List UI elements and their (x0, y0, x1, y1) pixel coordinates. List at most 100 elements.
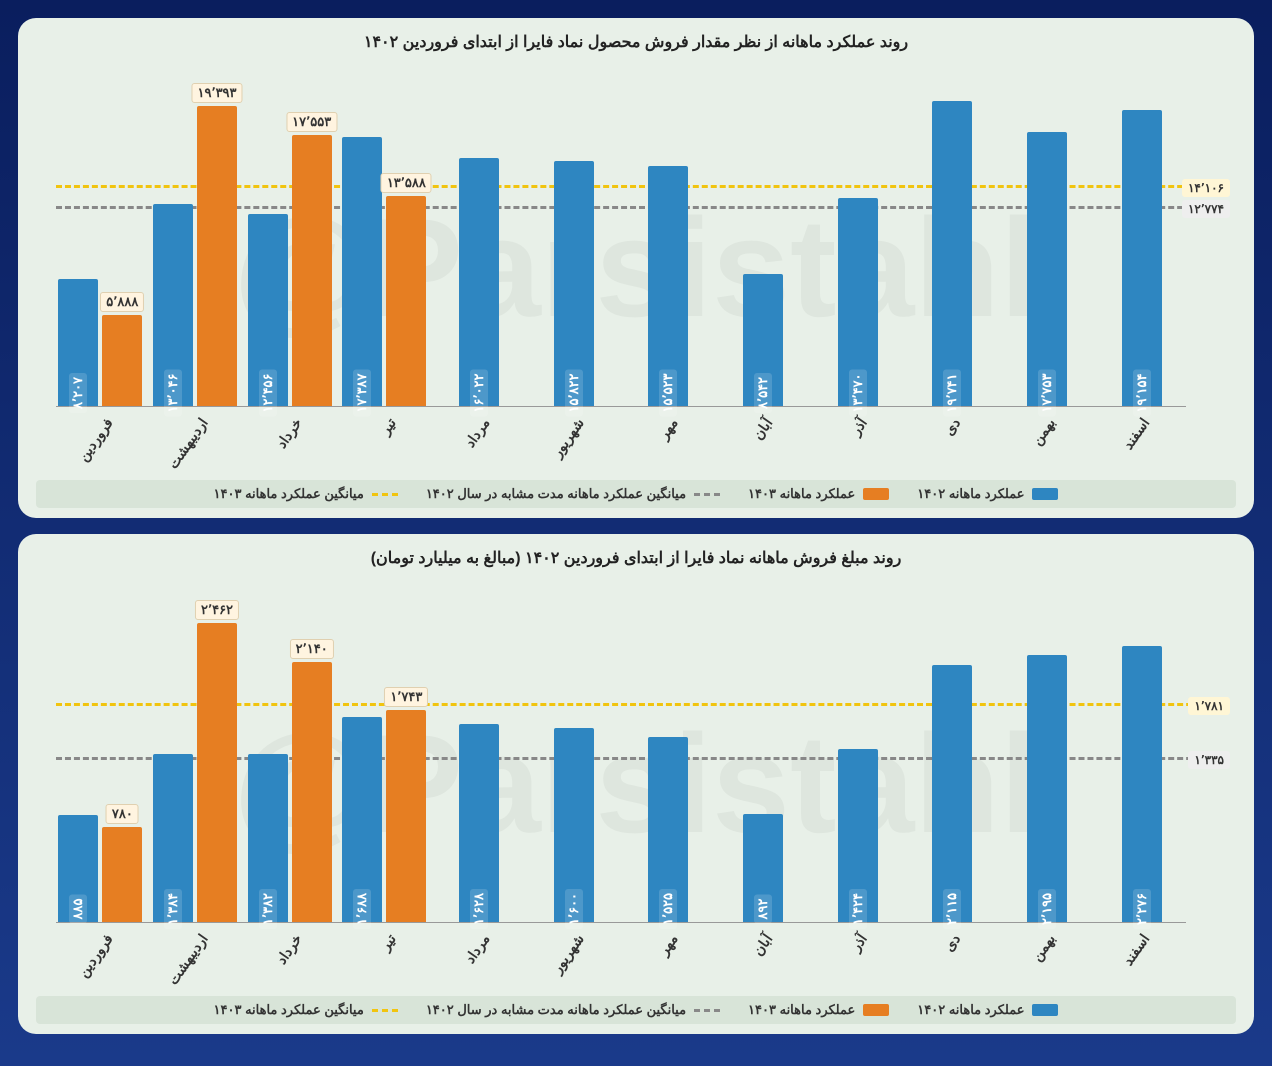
legend-item-1403: عملکرد ماهانه ۱۴۰۳ (748, 1002, 889, 1018)
bar-group: ۱۶٬۰۲۲ (435, 66, 524, 406)
bar-value-label: ۵٬۸۸۸ (100, 292, 144, 312)
bar-1402: ۲٬۱۹۵ (1027, 655, 1067, 922)
bar-1402: ۱٬۳۸۴ (153, 754, 193, 922)
bar-1403: ۲٬۴۶۲ (197, 623, 237, 922)
x-tick: اسفند (1092, 923, 1186, 992)
bar-group: ۱٬۴۲۴ (813, 582, 902, 922)
top-legend: عملکرد ماهانه ۱۴۰۲ عملکرد ماهانه ۱۴۰۳ می… (36, 480, 1236, 508)
bar-group: ۱۳٬۴۷۰ (813, 66, 902, 406)
bar-1403: ۱۷٬۵۵۳ (292, 135, 332, 406)
bar-value-label: ۱۹٬۳۹۳ (191, 83, 242, 103)
bottom-chart-panel: @Parsistahl روند مبلغ فروش ماهانه نماد ف… (18, 534, 1254, 1034)
x-tick: تیر (339, 923, 433, 992)
bar-1402: ۱۷٬۷۵۳ (1027, 132, 1067, 406)
bar-value-label: ۲٬۱۴۰ (290, 639, 334, 659)
x-tick: خرداد (244, 923, 338, 992)
bar-1402: ۱٬۶۰۰ (554, 728, 594, 922)
bar-1402: ۱۶٬۰۲۲ (459, 158, 499, 406)
bar-1402: ۸٬۵۴۲ (743, 274, 783, 406)
bar-group: ۱٬۳۸۴۲٬۴۶۲ (151, 582, 240, 922)
legend-label: میانگین عملکرد ماهانه ۱۴۰۳ (214, 486, 364, 502)
legend-label: میانگین عملکرد ماهانه ۱۴۰۳ (214, 1002, 364, 1018)
bar-1402: ۸۸۵ (58, 815, 98, 922)
x-tick: مهر (621, 923, 715, 992)
x-tick: مرداد (433, 407, 527, 476)
bar-1402: ۱٬۶۸۸ (342, 717, 382, 922)
legend-label: میانگین عملکرد ماهانه مدت مشابه در سال ۱… (426, 486, 686, 502)
bar-1402: ۱٬۳۸۲ (248, 754, 288, 922)
bar-group: ۲٬۱۱۵ (908, 582, 997, 922)
bar-group: ۱۵٬۵۲۳ (624, 66, 713, 406)
bar-group: ۱٬۶۸۸۱٬۷۴۳ (340, 582, 429, 922)
bottom-chart-title: روند مبلغ فروش ماهانه نماد فایرا از ابتد… (36, 548, 1236, 568)
bar-1402: ۱٬۵۲۵ (648, 737, 688, 922)
x-tick: مرداد (433, 923, 527, 992)
top-x-axis: فروردیناردیبهشتخردادتیرمردادشهریورمهرآبا… (56, 406, 1186, 476)
bar-group: ۲٬۲۷۶ (1097, 582, 1186, 922)
bar-group: ۱۹٬۷۴۱ (908, 66, 997, 406)
bar-group: ۱۵٬۸۲۲ (529, 66, 618, 406)
bar-1402: ۱٬۶۲۸ (459, 724, 499, 922)
bar-1403: ۱۹٬۳۹۳ (197, 106, 237, 406)
bar-1403: ۱٬۷۴۳ (386, 710, 426, 922)
avg-label: ۱٬۷۸۱ (1188, 697, 1230, 715)
top-chart-title: روند عملکرد ماهانه از نظر مقدار فروش محص… (36, 32, 1236, 52)
bar-1402: ۱۵٬۵۲۳ (648, 166, 688, 406)
bars-row: ۸٬۲۰۷۵٬۸۸۸۱۳٬۰۴۶۱۹٬۳۹۳۱۲٬۴۵۶۱۷٬۵۵۳۱۷٬۳۸۷… (56, 66, 1186, 406)
legend-item-avg1402: میانگین عملکرد ماهانه مدت مشابه در سال ۱… (426, 1002, 720, 1018)
x-tick: بهمن (998, 407, 1092, 476)
bar-1402: ۸۹۲ (743, 814, 783, 922)
x-tick: آبان (715, 923, 809, 992)
bar-group: ۲٬۱۹۵ (1003, 582, 1092, 922)
bar-1402: ۸٬۲۰۷ (58, 279, 98, 406)
legend-label: عملکرد ماهانه ۱۴۰۳ (748, 1002, 855, 1018)
x-tick: آذر (809, 407, 903, 476)
x-tick: خرداد (244, 407, 338, 476)
bar-1402: ۱۳٬۴۷۰ (838, 198, 878, 406)
bar-1402: ۱۹٬۷۴۱ (932, 101, 972, 406)
top-chart-panel: @Parsistahl روند عملکرد ماهانه از نظر مق… (18, 18, 1254, 518)
x-tick: شهریور (527, 923, 621, 992)
bar-1403: ۷۸۰ (102, 827, 142, 922)
avg-label: ۱۲٬۷۷۴ (1182, 200, 1230, 218)
x-tick: تیر (339, 407, 433, 476)
legend-item-1403: عملکرد ماهانه ۱۴۰۳ (748, 486, 889, 502)
x-tick: شهریور (527, 407, 621, 476)
bar-group: ۸٬۲۰۷۵٬۸۸۸ (56, 66, 145, 406)
top-chart-area: ۱۴٬۱۰۶۱۲٬۷۷۴۸٬۲۰۷۵٬۸۸۸۱۳٬۰۴۶۱۹٬۳۹۳۱۲٬۴۵۶… (36, 66, 1236, 406)
bar-value-label: ۱٬۷۴۳ (384, 687, 428, 707)
avg-label: ۱٬۳۳۵ (1188, 751, 1230, 769)
x-tick: اردیبهشت (150, 407, 244, 476)
bar-group: ۱۷٬۳۸۷۱۳٬۵۸۸ (340, 66, 429, 406)
bar-group: ۱٬۶۲۸ (435, 582, 524, 922)
legend-label: عملکرد ماهانه ۱۴۰۲ (917, 486, 1024, 502)
bar-1402: ۲٬۱۱۵ (932, 665, 972, 922)
bar-1402: ۱۷٬۳۸۷ (342, 137, 382, 406)
bar-value-label: ۱۳٬۵۸۸ (381, 173, 432, 193)
x-tick: آذر (809, 923, 903, 992)
bar-1402: ۱۹٬۱۵۴ (1122, 110, 1162, 406)
bar-value-label: ۲٬۴۶۲ (195, 600, 239, 620)
x-tick: مهر (621, 407, 715, 476)
bar-1402: ۱۳٬۰۴۶ (153, 204, 193, 406)
x-tick: دی (904, 923, 998, 992)
x-tick: بهمن (998, 923, 1092, 992)
bar-1402: ۱٬۴۲۴ (838, 749, 878, 922)
bar-group: ۱۷٬۷۵۳ (1003, 66, 1092, 406)
bar-group: ۸۹۲ (719, 582, 808, 922)
legend-item-1402: عملکرد ماهانه ۱۴۰۲ (917, 486, 1058, 502)
x-tick: آبان (715, 407, 809, 476)
legend-item-avg1403: میانگین عملکرد ماهانه ۱۴۰۳ (214, 1002, 398, 1018)
x-tick: دی (904, 407, 998, 476)
x-tick: اسفند (1092, 407, 1186, 476)
bars-row: ۸۸۵۷۸۰۱٬۳۸۴۲٬۴۶۲۱٬۳۸۲۲٬۱۴۰۱٬۶۸۸۱٬۷۴۳۱٬۶۲… (56, 582, 1186, 922)
bar-1403: ۵٬۸۸۸ (102, 315, 142, 406)
x-tick: فروردین (56, 923, 150, 992)
bar-group: ۱۳٬۰۴۶۱۹٬۳۹۳ (151, 66, 240, 406)
bar-1403: ۲٬۱۴۰ (292, 662, 332, 922)
bar-group: ۸٬۵۴۲ (719, 66, 808, 406)
bar-group: ۸۸۵۷۸۰ (56, 582, 145, 922)
bar-1402: ۱۲٬۴۵۶ (248, 214, 288, 407)
legend-item-1402: عملکرد ماهانه ۱۴۰۲ (917, 1002, 1058, 1018)
legend-label: عملکرد ماهانه ۱۴۰۲ (917, 1002, 1024, 1018)
